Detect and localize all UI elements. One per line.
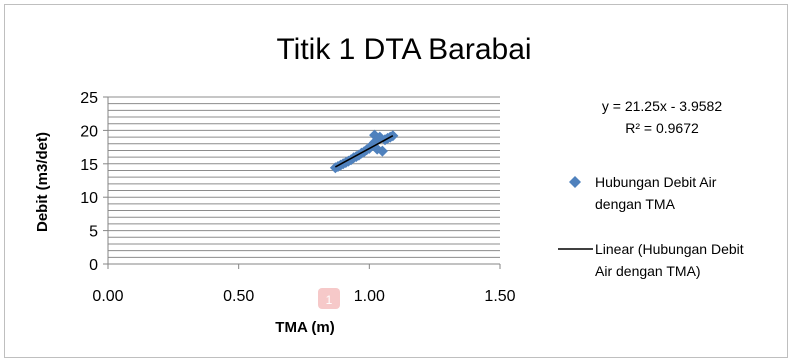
- legend-diamond-marker: [569, 176, 581, 188]
- legend-trend-label-line1: Linear (Hubungan Debit: [595, 241, 744, 257]
- legend-series-label-line2: dengan TMA: [595, 196, 676, 212]
- y-tick-label: 10: [80, 190, 98, 207]
- y-tick-labels: 0 5 10 15 20 25: [80, 90, 108, 274]
- trendline: [334, 135, 394, 168]
- chart-title: Titik 1 DTA Barabai: [276, 33, 531, 66]
- legend-trend-label-line2: Air dengan TMA): [595, 263, 701, 279]
- trend-equation: y = 21.25x - 3.9582: [602, 98, 722, 114]
- chart-frame: Titik 1 DTA Barabai 0 5 10 15 20 25 0.00 0.50 1…: [4, 4, 788, 358]
- y-tick-label: 5: [89, 224, 98, 241]
- x-tick-label: 0.50: [223, 288, 254, 305]
- x-tick-label: 1.00: [354, 288, 385, 305]
- x-tick-label: 1.50: [484, 288, 515, 305]
- r-squared: R² = 0.9672: [625, 120, 699, 136]
- y-tick-label: 20: [80, 123, 98, 140]
- gridlines: [108, 96, 500, 258]
- data-point: [376, 145, 388, 157]
- chart-svg: Titik 1 DTA Barabai 0 5 10 15 20 25 0.00 0.50 1…: [34, 33, 744, 336]
- page-marker-text: 1: [326, 293, 333, 307]
- y-tick-label: 0: [89, 257, 98, 274]
- x-tick-labels: 0.00 0.50 1.00 1.50: [92, 264, 516, 305]
- y-axis-label: Debit (m3/det): [34, 132, 51, 232]
- axes: [107, 97, 500, 265]
- y-tick-label: 15: [80, 157, 98, 174]
- page-marker-badge: 1: [318, 288, 340, 309]
- legend-series-label-line1: Hubungan Debit Air: [595, 174, 717, 190]
- y-tick-label: 25: [80, 90, 98, 107]
- x-tick-label: 0.00: [92, 288, 123, 305]
- legend: Hubungan Debit Air dengan TMA Linear (Hu…: [558, 174, 744, 279]
- x-axis-label: TMA (m): [275, 319, 334, 336]
